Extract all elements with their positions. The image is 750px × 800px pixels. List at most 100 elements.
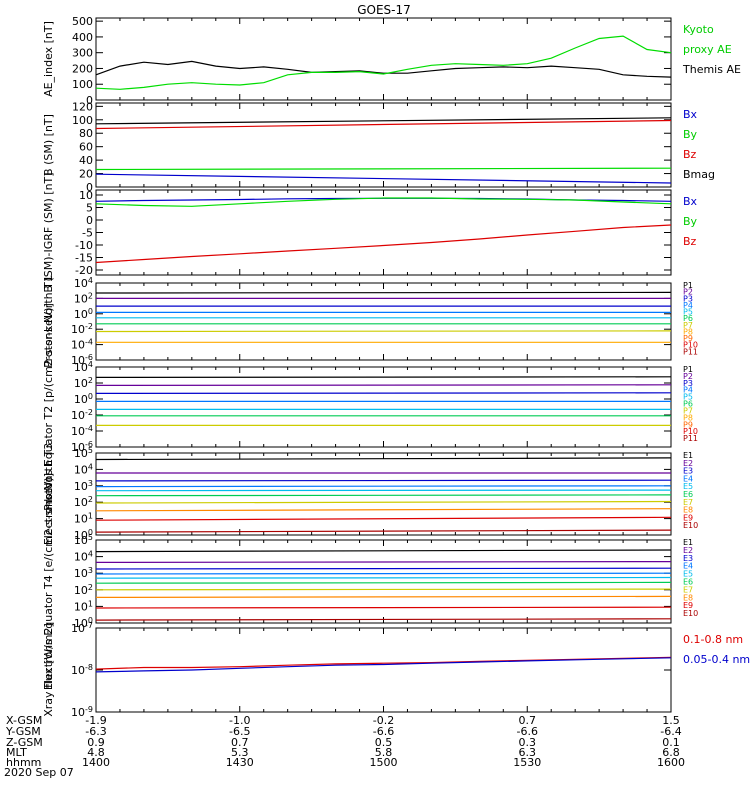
series-line: [95, 606, 672, 609]
legend-entry: E4: [683, 562, 693, 571]
legend-entry: E1: [683, 538, 693, 547]
series-line: [95, 167, 672, 171]
y-tick-label: 104: [74, 360, 93, 374]
y-tick-label: 100: [74, 392, 93, 406]
series-line: [95, 60, 672, 78]
figure-title: GOES-17: [357, 3, 411, 17]
x-axis-row-label: hhmm: [6, 756, 41, 769]
legend-entry: P2: [683, 288, 693, 297]
x-axis-value: 0.3: [519, 736, 537, 749]
series-line: [95, 35, 672, 90]
y-tick-label: 10-8: [71, 663, 93, 677]
y-tick-label: 20: [79, 168, 93, 181]
y-axis-label: Electrons North T3: [42, 443, 55, 545]
y-tick-label: 400: [72, 31, 93, 44]
y-tick-label: 5: [86, 202, 93, 215]
y-axis-label: B (SM)-IGRF (SM) [nT]: [42, 172, 55, 292]
date-label: 2020 Sep 07: [4, 766, 74, 779]
legend-entry: P8: [683, 413, 693, 422]
x-axis-value: 0.1: [662, 736, 680, 749]
y-tick-label: 102: [74, 495, 93, 509]
y-tick-label: 104: [74, 550, 93, 564]
legend-entry: E8: [683, 506, 693, 515]
y-tick-label: 10-2: [71, 408, 93, 422]
legend-entry: Kyoto: [683, 23, 714, 36]
x-axis-value: 0.5: [375, 736, 393, 749]
legend-entry: P2: [683, 372, 693, 381]
x-axis-row-label: X-GSM: [6, 714, 42, 727]
y-tick-label: 105: [74, 533, 93, 547]
legend-entry: P1: [683, 281, 693, 290]
legend-entry: E7: [683, 498, 693, 507]
legend-entry: E5: [683, 570, 693, 579]
legend-entry: P9: [683, 420, 693, 429]
panel-frame: [95, 282, 672, 361]
legend-entry: E2: [683, 459, 693, 468]
legend-entry: P7: [683, 321, 693, 330]
y-tick-label: 60: [79, 141, 93, 154]
legend-entry: P8: [683, 327, 693, 336]
y-tick-label: 104: [74, 462, 93, 476]
y-tick-label: 200: [72, 62, 93, 75]
x-axis-value: -1.9: [85, 714, 106, 727]
panel-frame: [95, 189, 672, 276]
legend-entry: E10: [683, 521, 698, 530]
legend-entry: P9: [683, 334, 693, 343]
y-axis-label: B (SM) [nT]: [42, 114, 55, 176]
series-line: [95, 376, 672, 378]
series-line: [95, 197, 672, 207]
panel-frame: [95, 17, 672, 101]
y-axis-label: AE_index [nT]: [42, 21, 55, 97]
y-axis-label: Electrons Equator T4 [e/(cm2-s-sr-keV)]: [42, 473, 55, 690]
x-axis-value: -6.6: [517, 725, 538, 738]
series-line: [95, 291, 672, 294]
y-tick-label: 101: [74, 512, 93, 526]
legend-entry: 0.05-0.4 nm: [683, 653, 750, 666]
y-tick-label: 500: [72, 15, 93, 28]
series-line: [95, 485, 672, 488]
legend-entry: Themis AE: [682, 63, 741, 76]
x-axis-value: 5.3: [231, 746, 249, 759]
y-tick-label: 100: [74, 307, 93, 321]
x-axis-value: -6.6: [373, 725, 394, 738]
y-tick-label: 300: [72, 47, 93, 60]
legend-entry: Bz: [683, 148, 697, 161]
x-axis-value: 1530: [513, 756, 541, 769]
x-axis-value: 0.7: [231, 736, 249, 749]
x-axis-value: 6.3: [519, 746, 537, 759]
legend-entry: P5: [683, 393, 693, 402]
series-line: [95, 479, 672, 482]
y-tick-label: 102: [74, 291, 93, 305]
legend-entry: E2: [683, 546, 693, 555]
series-line: [95, 588, 672, 591]
y-tick-label: 10-7: [71, 621, 93, 635]
y-tick-label: 10: [79, 189, 93, 202]
y-tick-label: 100: [72, 78, 93, 91]
legend-entry: E7: [683, 585, 693, 594]
legend-entry: P10: [683, 341, 698, 350]
y-tick-label: 105: [74, 446, 93, 460]
series-line: [95, 384, 672, 386]
series-line: [95, 581, 672, 584]
panel-frame: [95, 452, 672, 536]
legend-entry: P3: [683, 379, 693, 388]
panel-frame: [95, 539, 672, 624]
series-line: [95, 173, 672, 184]
y-tick-label: -5: [82, 227, 93, 240]
series-line: [95, 618, 672, 621]
x-axis-value: 4.8: [87, 746, 105, 759]
x-axis-value: 6.8: [662, 746, 680, 759]
y-tick-label: 102: [74, 583, 93, 597]
y-tick-label: 0: [86, 214, 93, 227]
panel-frame: [95, 366, 672, 448]
series-line: [95, 516, 672, 521]
y-tick-label: 120: [72, 100, 93, 113]
y-tick-label: 0: [86, 181, 93, 194]
x-axis-value: 0.7: [519, 714, 537, 727]
legend-entry: P11: [683, 347, 698, 356]
series-line: [95, 595, 672, 599]
y-tick-label: 40: [79, 154, 93, 167]
